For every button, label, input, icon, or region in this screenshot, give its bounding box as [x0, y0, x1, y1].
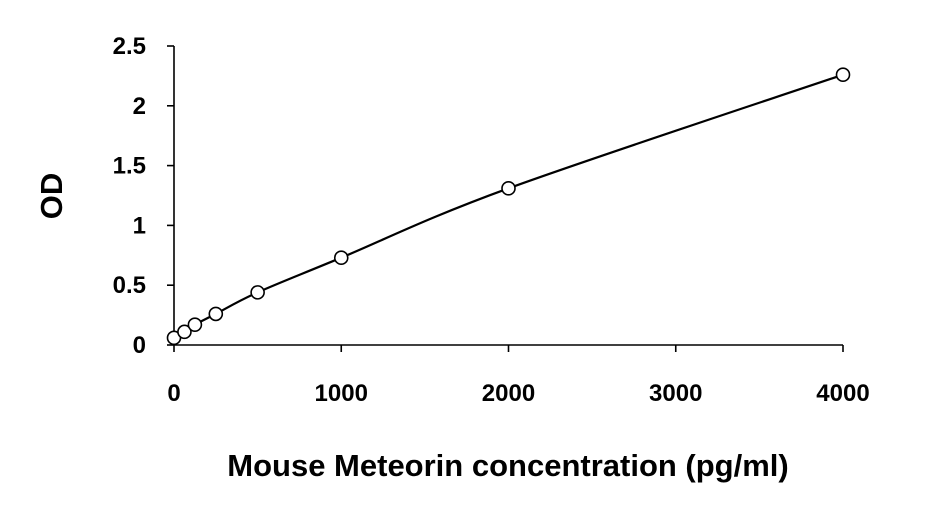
fit-curve: [173, 73, 844, 339]
x-tick-label: 1000: [315, 380, 368, 407]
y-tick-label: 2: [133, 93, 146, 120]
y-tick-label: 1.5: [113, 153, 146, 180]
data-point: [187, 317, 203, 332]
data-points: [166, 67, 851, 346]
data-point: [501, 181, 516, 196]
x-tick-label: 3000: [649, 380, 702, 407]
y-tick-label: 0: [133, 332, 146, 359]
y-ticks: 0 0.5 1 1.5 2 2.5: [113, 33, 174, 359]
data-point: [835, 67, 851, 83]
x-tick-label: 2000: [482, 380, 535, 407]
x-ticks: 0 1000 2000 3000 4000: [167, 345, 870, 407]
data-point: [208, 306, 224, 322]
x-tick-label: 4000: [816, 380, 869, 407]
y-tick-label: 2.5: [113, 33, 146, 60]
data-point: [333, 250, 349, 265]
x-axis-title: Mouse Meteorin concentration (pg/ml): [227, 448, 788, 483]
x-tick-label: 0: [167, 380, 180, 407]
data-point: [177, 324, 192, 340]
y-axis-title: OD: [34, 173, 69, 220]
data-point: [250, 285, 265, 300]
y-tick-label: 1: [133, 212, 146, 239]
y-tick-label: 0.5: [113, 272, 146, 299]
